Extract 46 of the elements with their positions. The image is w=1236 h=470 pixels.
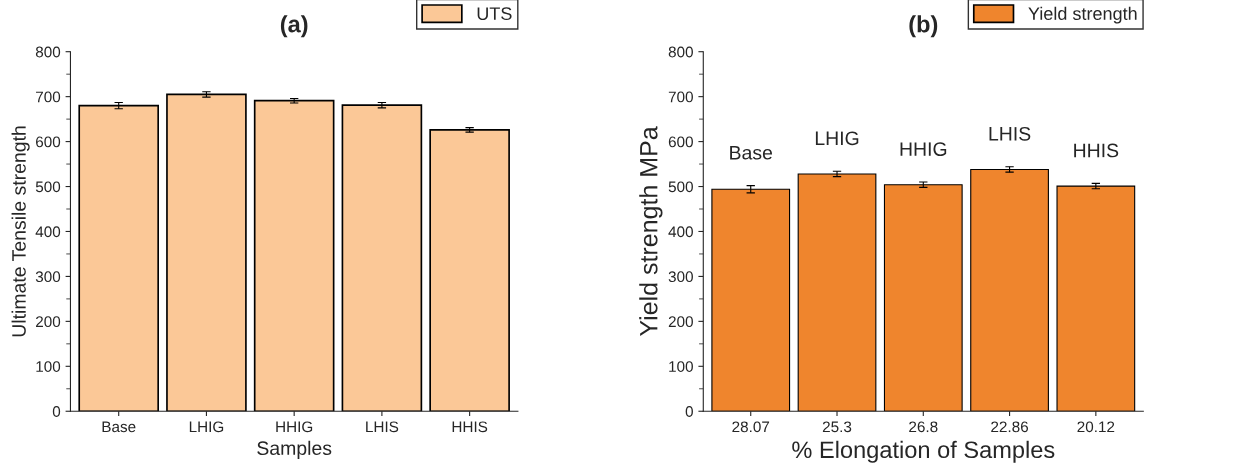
bar xyxy=(1056,185,1136,412)
bar xyxy=(883,184,963,412)
bar xyxy=(711,188,791,412)
y-tick-label: 200 xyxy=(36,316,61,328)
y-tick-label: 400 xyxy=(668,226,693,238)
x-tick-label: HHIG xyxy=(276,421,313,433)
y-tick-label: 600 xyxy=(668,136,693,148)
annotation: HHIG xyxy=(900,142,947,156)
chart-title: (b) xyxy=(909,15,938,38)
x-tick-label: HHIS xyxy=(452,421,488,433)
x-tick-label: 22.86 xyxy=(991,421,1029,433)
y-tick-label: 700 xyxy=(36,91,61,103)
y-tick-label: 0 xyxy=(685,406,693,417)
bar xyxy=(970,168,1049,412)
x-tick-label: 25.3 xyxy=(822,421,852,433)
legend-label: UTS xyxy=(477,7,512,20)
x-axis-title: Samples xyxy=(257,440,332,459)
y-tick-label: 300 xyxy=(35,271,61,283)
y-axis-title: Yield strength MPa xyxy=(639,126,663,337)
x-tick-label: 28.07 xyxy=(732,421,770,433)
y-tick-label: 100 xyxy=(669,361,693,372)
y-tick-label: 200 xyxy=(668,316,693,328)
y-tick-label: 300 xyxy=(668,271,693,283)
bar xyxy=(797,173,877,412)
y-tick-label: 400 xyxy=(35,226,61,238)
annotation: Base xyxy=(730,146,773,160)
annotation: LHIG xyxy=(815,131,859,146)
chart-title: (a) xyxy=(280,15,308,38)
y-tick-label: 800 xyxy=(35,46,61,58)
y-tick-label: 700 xyxy=(668,91,693,103)
x-axis-title: % Elongation of Samples xyxy=(792,440,1055,463)
annotation: HHIS xyxy=(1074,143,1119,158)
y-tick-label: 800 xyxy=(668,46,693,58)
y-tick-label: 500 xyxy=(668,181,693,193)
x-tick-label: LHIG xyxy=(189,421,224,433)
y-axis-title: Ultimate Tensile strength xyxy=(11,126,30,337)
x-tick-label: LHIS xyxy=(366,421,399,433)
x-tick-label: Base xyxy=(102,421,136,433)
y-tick-label: 500 xyxy=(35,181,61,193)
y-tick-label: 600 xyxy=(36,136,61,148)
x-tick-label: 20.12 xyxy=(1077,421,1115,433)
y-tick-label: 100 xyxy=(36,361,61,372)
annotation: LHIS xyxy=(989,126,1031,141)
y-tick-label: 0 xyxy=(52,406,61,417)
x-tick-label: 26.8 xyxy=(909,421,938,433)
legend-label: Yield strength xyxy=(1028,6,1137,24)
